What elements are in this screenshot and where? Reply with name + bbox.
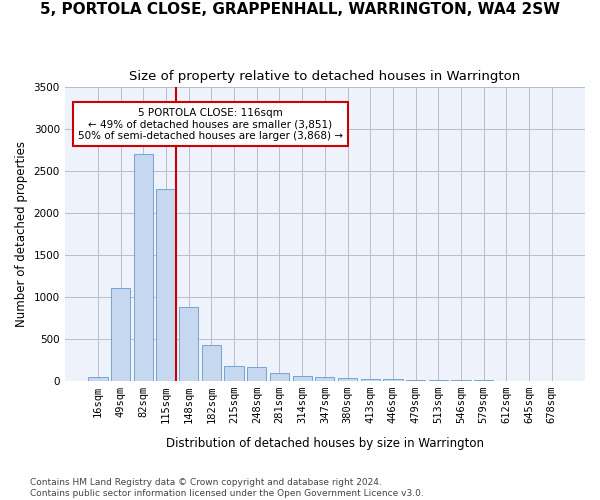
- Bar: [111, 288, 130, 381]
- Text: Contains HM Land Registry data © Crown copyright and database right 2024.
Contai: Contains HM Land Registry data © Crown c…: [30, 478, 424, 498]
- Bar: [338, 378, 357, 381]
- Bar: [383, 379, 403, 381]
- Bar: [293, 376, 312, 381]
- Text: 5 PORTOLA CLOSE: 116sqm
← 49% of detached houses are smaller (3,851)
50% of semi: 5 PORTOLA CLOSE: 116sqm ← 49% of detache…: [78, 108, 343, 140]
- Bar: [247, 367, 266, 381]
- Bar: [202, 346, 221, 381]
- Bar: [88, 376, 107, 381]
- Bar: [270, 373, 289, 381]
- Bar: [179, 307, 199, 381]
- Bar: [134, 154, 153, 381]
- Bar: [224, 366, 244, 381]
- Bar: [157, 190, 176, 381]
- Bar: [406, 380, 425, 381]
- Bar: [315, 377, 334, 381]
- X-axis label: Distribution of detached houses by size in Warrington: Distribution of detached houses by size …: [166, 437, 484, 450]
- Y-axis label: Number of detached properties: Number of detached properties: [15, 141, 28, 327]
- Title: Size of property relative to detached houses in Warrington: Size of property relative to detached ho…: [129, 70, 520, 83]
- Text: 5, PORTOLA CLOSE, GRAPPENHALL, WARRINGTON, WA4 2SW: 5, PORTOLA CLOSE, GRAPPENHALL, WARRINGTO…: [40, 2, 560, 18]
- Bar: [361, 379, 380, 381]
